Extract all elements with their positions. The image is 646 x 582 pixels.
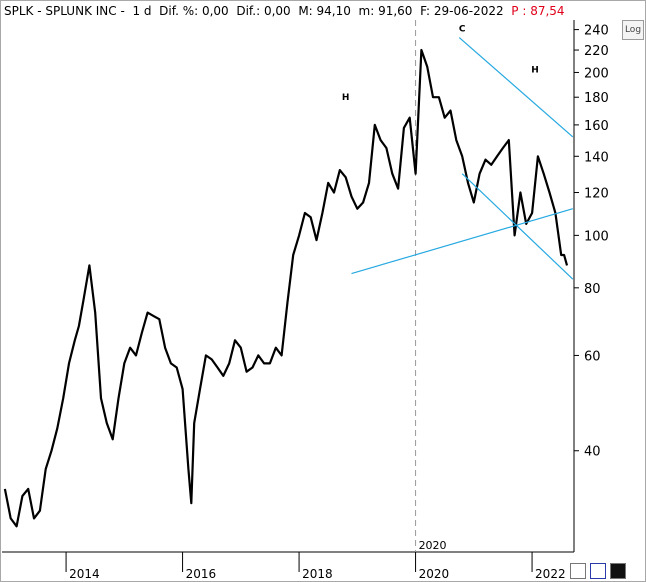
y-tick-label: 80	[584, 282, 601, 297]
y-tick-label: 240	[584, 24, 609, 39]
chart-annotation: H	[531, 65, 539, 75]
chart-header: SPLK - SPLUNK INC - 1 d Dif. %: 0,00 Dif…	[4, 2, 565, 20]
y-tick-label: 60	[584, 349, 601, 364]
y-tick-label: 40	[584, 445, 601, 460]
x-tick-label: 2022	[535, 567, 566, 581]
x-tick-label: 2014	[69, 567, 100, 581]
x-tick-label: 2018	[302, 567, 333, 581]
chart-annotation: H	[342, 93, 350, 103]
min-label: m: 91,60	[358, 4, 413, 18]
dif-pct-label: Dif. %: 0,00	[159, 4, 229, 18]
color-swatch-icon[interactable]	[610, 563, 626, 579]
save-icon[interactable]	[590, 563, 606, 579]
y-tick-label: 200	[584, 66, 609, 81]
bar-style-icon[interactable]	[570, 563, 586, 579]
chart-annotation: C	[459, 25, 466, 35]
dif-label: Dif.: 0,00	[236, 4, 291, 18]
y-tick-label: 160	[584, 119, 609, 134]
trend-line	[461, 173, 574, 280]
date-label: F: 29-06-2022	[420, 4, 504, 18]
y-tick-label: 120	[584, 187, 609, 202]
log-scale-button[interactable]: Log	[622, 20, 644, 40]
price-label: P : 87,54	[511, 4, 565, 18]
trend-line	[351, 208, 574, 275]
period-label: 1 d	[132, 4, 152, 18]
price-series-line	[3, 48, 569, 528]
y-tick-label: 100	[584, 229, 609, 244]
x-tick-label: 2020	[419, 567, 450, 581]
trend-line	[458, 37, 574, 138]
y-tick-label: 140	[584, 150, 609, 165]
vertical-marker-label: 2020	[419, 539, 447, 552]
max-label: M: 94,10	[298, 4, 351, 18]
x-tick-label: 2016	[186, 567, 217, 581]
y-tick-label: 220	[584, 44, 609, 59]
y-tick-label: 180	[584, 91, 609, 106]
symbol-label: SPLK - SPLUNK INC -	[4, 4, 125, 18]
